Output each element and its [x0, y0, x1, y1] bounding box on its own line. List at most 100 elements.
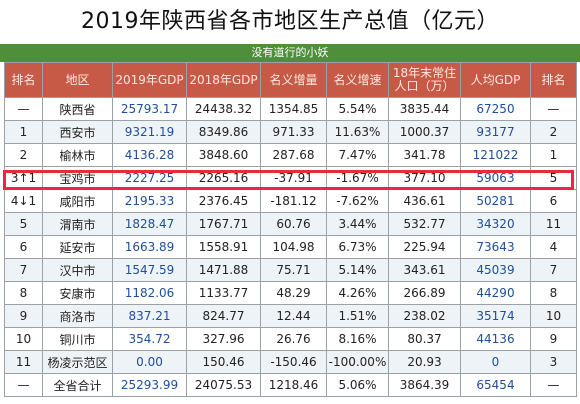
population-cell: 3864.39 [388, 373, 461, 397]
per-capita-gdp-cell: 34320 [460, 212, 531, 236]
population-cell: 225.94 [388, 235, 461, 259]
page-title: 2019年陕西省各市地区生产总值（亿元） [81, 9, 499, 34]
growth-rate-cell: 6.73% [326, 235, 389, 259]
rank-cell: 8 [4, 281, 43, 305]
growth-rate-cell: 5.14% [326, 258, 389, 282]
growth-rate-cell: 5.54% [326, 97, 389, 121]
column-header: 人均GDP [460, 62, 531, 98]
column-header: 18年末常住 人口（万） [388, 62, 461, 98]
population-cell: 532.77 [388, 212, 461, 236]
per-capita-gdp-cell: 93177 [460, 120, 531, 144]
per-capita-gdp-cell: 45039 [460, 258, 531, 282]
gdp2018-cell: 3848.60 [186, 143, 261, 167]
table-row: 11 杨凌示范区 0.00 150.46 -150.46 -100.00% 20.93 0 3 [4, 350, 577, 374]
gdp2019-cell: 1182.06 [112, 281, 187, 305]
rank-cell: 9 [4, 304, 43, 328]
rank-cell: 3↑1 [4, 166, 43, 190]
per-capita-rank-cell: 6 [530, 189, 577, 213]
rank-cell: 4↓1 [4, 189, 43, 213]
growth-rate-cell: -100.00% [326, 350, 389, 374]
gdp2018-cell: 824.77 [186, 304, 261, 328]
population-cell: 377.10 [388, 166, 461, 190]
rank-cell: 10 [4, 327, 43, 351]
region-cell: 陕西省 [42, 97, 113, 121]
region-cell: 全省合计 [42, 373, 113, 397]
per-capita-rank-cell: — [530, 97, 577, 121]
rank-cell: 5 [4, 212, 43, 236]
population-cell: 266.89 [388, 281, 461, 305]
table-header-row: 排名 地区 2019年GDP 2018年GDP 名义增量 名义增速 18年末常住 人口（万）人… [4, 62, 577, 98]
population-cell: 1000.37 [388, 120, 461, 144]
column-header: 排名 [530, 62, 577, 98]
per-capita-rank-cell: 2 [530, 120, 577, 144]
gdp2018-cell: 24075.53 [186, 373, 261, 397]
column-header: 2019年GDP [112, 62, 187, 98]
growth-rate-cell: -1.67% [326, 166, 389, 190]
per-capita-rank-cell: 11 [530, 212, 577, 236]
rank-cell: 1 [4, 120, 43, 144]
region-cell: 汉中市 [42, 258, 113, 282]
growth-rate-cell: 1.51% [326, 304, 389, 328]
per-capita-gdp-cell: 44290 [460, 281, 531, 305]
gdp2019-cell: 25793.17 [112, 97, 187, 121]
gdp2018-cell: 24438.32 [186, 97, 261, 121]
gdp2019-cell: 0.00 [112, 350, 187, 374]
table-row: 3↑1 宝鸡市 2227.25 2265.16 -37.91 -1.67% 377.10 59… [4, 166, 577, 190]
column-header: 地区 [42, 62, 113, 98]
gdp2019-cell: 4136.28 [112, 143, 187, 167]
gdp2019-cell: 9321.19 [112, 120, 187, 144]
column-header: 名义增速 [326, 62, 389, 98]
per-capita-gdp-cell: 50281 [460, 189, 531, 213]
per-capita-rank-cell: — [530, 373, 577, 397]
increment-cell: 287.68 [260, 143, 327, 167]
growth-rate-cell: 7.47% [326, 143, 389, 167]
increment-cell: 12.44 [260, 304, 327, 328]
population-cell: 341.78 [388, 143, 461, 167]
gdp2018-cell: 8349.86 [186, 120, 261, 144]
gdp2019-cell: 1828.47 [112, 212, 187, 236]
increment-cell: 26.76 [260, 327, 327, 351]
population-cell: 238.02 [388, 304, 461, 328]
region-cell: 西安市 [42, 120, 113, 144]
table-row: 4↓1 咸阳市 2195.33 2376.45 -181.12 -7.62% 436.61 5… [4, 189, 577, 213]
table-row: 8 安康市 1182.06 1133.77 48.29 4.26% 266.89 44290 8 [4, 281, 577, 305]
gdp2019-cell: 1547.59 [112, 258, 187, 282]
column-header: 2018年GDP [186, 62, 261, 98]
column-header: 名义增量 [260, 62, 327, 98]
increment-cell: 48.29 [260, 281, 327, 305]
rank-cell: 7 [4, 258, 43, 282]
per-capita-gdp-cell: 121022 [460, 143, 531, 167]
gdp2019-cell: 2195.33 [112, 189, 187, 213]
per-capita-gdp-cell: 35174 [460, 304, 531, 328]
per-capita-gdp-cell: 73643 [460, 235, 531, 259]
growth-rate-cell: 3.44% [326, 212, 389, 236]
gdp2018-cell: 2376.45 [186, 189, 261, 213]
growth-rate-cell: 11.63% [326, 120, 389, 144]
gdp2018-cell: 327.96 [186, 327, 261, 351]
column-header: 排名 [4, 62, 43, 98]
growth-rate-cell: 4.26% [326, 281, 389, 305]
increment-cell: 75.71 [260, 258, 327, 282]
rank-cell: — [4, 373, 43, 397]
table-row: — 陕西省 25793.17 24438.32 1354.85 5.54% 3835.44 6… [4, 97, 577, 121]
table-row: 9 商洛市 837.21 824.77 12.44 1.51% 238.02 35174 10 [4, 304, 577, 328]
gdp2019-cell: 354.72 [112, 327, 187, 351]
per-capita-rank-cell: 7 [530, 258, 577, 282]
gdp2018-cell: 2265.16 [186, 166, 261, 190]
population-cell: 343.61 [388, 258, 461, 282]
gdp2019-cell: 2227.25 [112, 166, 187, 190]
table-row: 7 汉中市 1547.59 1471.88 75.71 5.14% 343.61 45039 7 [4, 258, 577, 282]
region-cell: 宝鸡市 [42, 166, 113, 190]
increment-cell: 1218.46 [260, 373, 327, 397]
growth-rate-cell: 8.16% [326, 327, 389, 351]
rank-cell: 11 [4, 350, 43, 374]
table-row: 2 榆林市 4136.28 3848.60 287.68 7.47% 341.78 12102… [4, 143, 577, 167]
per-capita-gdp-cell: 65454 [460, 373, 531, 397]
region-cell: 商洛市 [42, 304, 113, 328]
per-capita-gdp-cell: 0 [460, 350, 531, 374]
per-capita-rank-cell: 10 [530, 304, 577, 328]
region-cell: 杨凌示范区 [42, 350, 113, 374]
per-capita-rank-cell: 4 [530, 235, 577, 259]
table-row: — 全省合计 25293.99 24075.53 1218.46 5.06% 3864.39… [4, 373, 577, 397]
per-capita-rank-cell: 9 [530, 327, 577, 351]
